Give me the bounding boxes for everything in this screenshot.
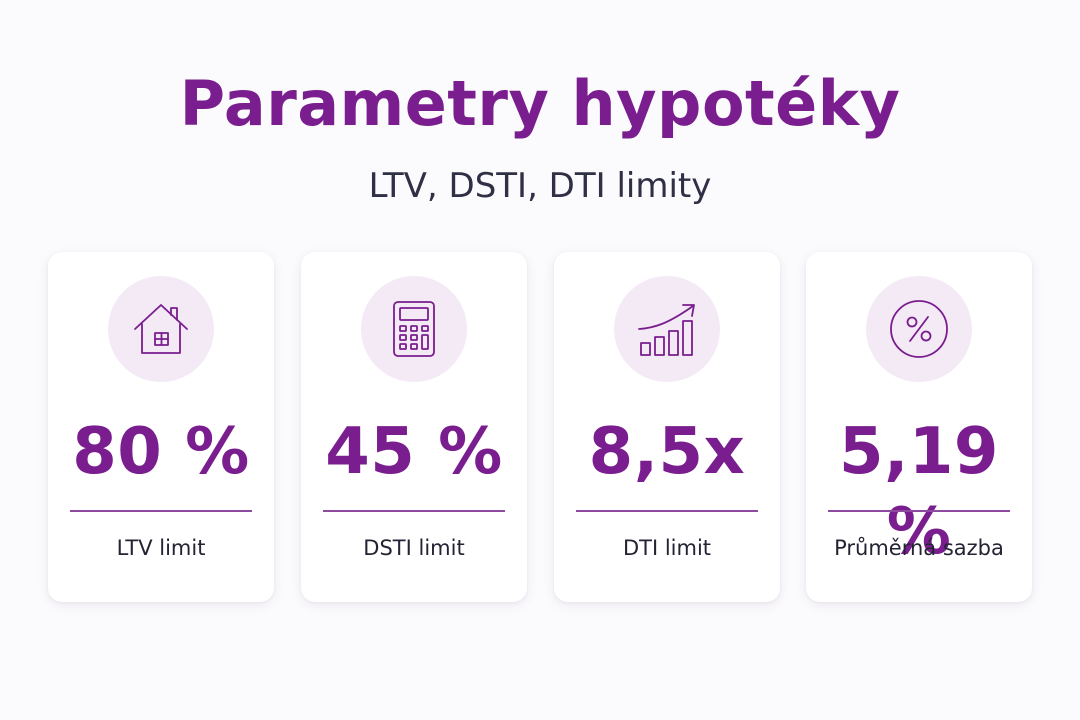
dsti-label: DSTI limit — [363, 536, 465, 560]
icon-badge — [614, 276, 720, 382]
card-dti: 8,5x DTI limit — [554, 252, 780, 602]
percent-icon — [890, 300, 948, 358]
ltv-label: LTV limit — [116, 536, 206, 560]
house-icon — [134, 304, 188, 354]
icon-badge — [361, 276, 467, 382]
divider — [576, 510, 758, 512]
icon-badge — [866, 276, 972, 382]
dsti-value: 45 % — [325, 415, 503, 489]
card-dsti: 45 % DSTI limit — [301, 252, 527, 602]
ltv-value: 80 % — [72, 415, 250, 489]
icon-badge — [108, 276, 214, 382]
card-ltv: 80 % LTV limit — [48, 252, 274, 602]
divider — [323, 510, 505, 512]
rate-label: Průměrná sazba — [834, 536, 1004, 560]
calculator-icon — [393, 301, 435, 357]
card-rate: 5,19 % Průměrná sazba — [806, 252, 1032, 602]
rate-value: 5,19 % — [839, 415, 999, 569]
page-subtitle: LTV, DSTI, DTI limity — [368, 166, 712, 206]
dti-label: DTI limit — [622, 536, 712, 560]
dti-value: 8,5x — [588, 415, 746, 489]
page-title: Parametry hypotéky — [179, 67, 901, 140]
divider — [828, 510, 1010, 512]
stat-cards: 80 % LTV limit 45 % DSTI limit — [48, 252, 1032, 602]
growth-chart-icon — [638, 304, 695, 356]
divider — [70, 510, 252, 512]
